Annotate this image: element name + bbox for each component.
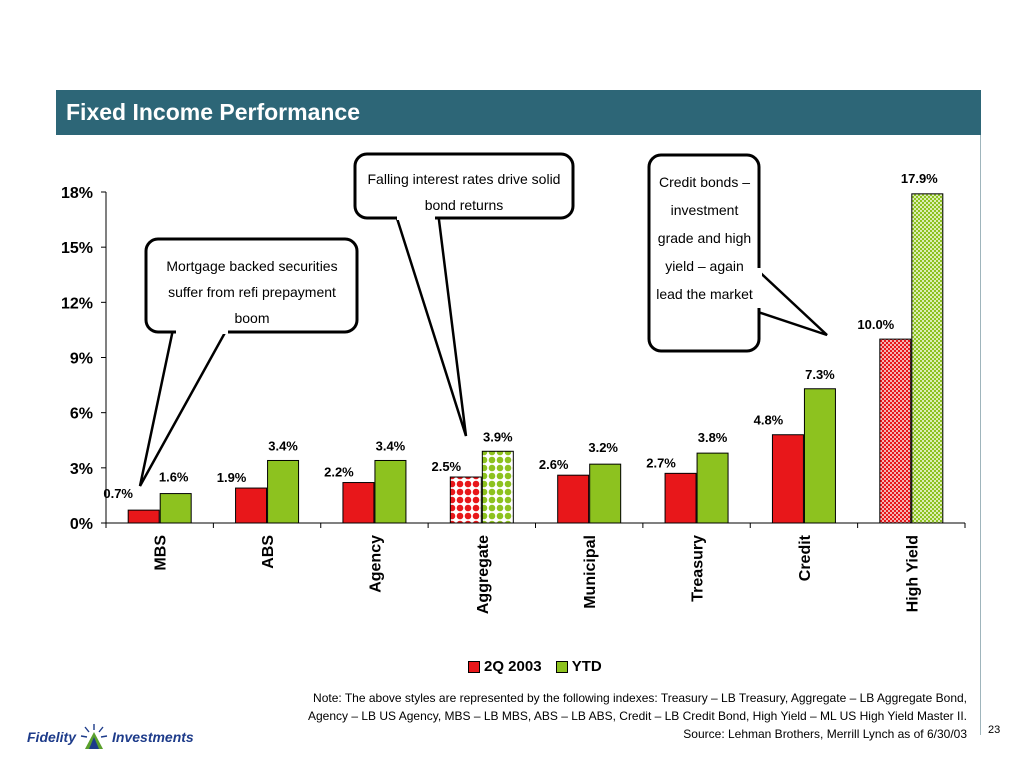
value-label-2q2003: 2.6% [539,457,569,472]
legend-item-ytd: YTD [555,658,602,675]
bar-ytd [696,452,729,524]
callout-credit [647,153,828,353]
value-label-ytd: 3.4% [376,438,406,453]
bar-ytd [803,388,836,524]
y-tick-label: 18% [61,185,93,202]
legend-label-ytd: YTD [571,658,602,675]
value-label-2q2003: 0.7% [103,486,133,501]
value-label-2q2003: 2.5% [431,459,461,474]
bar-2q2003 [342,482,375,524]
slide-title: Fixed Income Performance [66,99,360,125]
pyramid-logo-icon [80,723,109,751]
callout-mortgage-text: Mortgage backed securities suffer from r… [166,258,338,326]
logo-text-fidelity: Fidelity [27,729,77,745]
callout-falling-rates-text: Falling interest rates drive solid bond … [367,171,561,213]
legend-swatch-2q2003 [468,660,480,673]
callout-mortgage [138,237,359,487]
value-label-2q2003: 10.0% [857,317,894,332]
fidelity-logo: Fidelity Investments [27,722,194,752]
value-label-2q2003: 2.7% [646,455,676,470]
category-label: MBS [153,535,170,571]
bar-ytd [159,493,192,524]
bar-2q2003 [771,434,804,524]
category-label: Municipal [582,535,599,609]
source-line: Source: Lehman Brothers, Merrill Lynch a… [683,727,967,741]
value-label-ytd: 17.9% [901,171,938,186]
bar-ytd [267,459,300,524]
legend-label-2q2003: 2Q 2003 [484,658,542,675]
title-bar: Fixed Income Performance [56,90,981,135]
value-label-ytd: 3.9% [483,429,513,444]
value-label-ytd: 3.8% [698,430,728,445]
category-label: Aggregate [475,535,492,614]
bar-ytd [481,450,514,524]
bar-2q2003 [879,338,912,524]
value-label-ytd: 3.4% [268,438,298,453]
logo-text-investments: Investments [112,729,194,745]
y-tick-label: 12% [61,295,93,312]
callout-credit-text: Credit bonds – investment grade and high… [656,174,753,302]
footnote-line-2: Agency – LB US Agency, MBS – LB MBS, ABS… [308,709,967,723]
category-label: Treasury [690,535,707,602]
footnote-line-1: Note: The above styles are represented b… [313,691,967,705]
value-label-2q2003: 4.8% [754,413,784,428]
bar-2q2003 [235,487,268,524]
value-label-2q2003: 2.2% [324,465,354,480]
right-border-rule [980,135,981,735]
category-label: Credit [797,534,814,581]
footnote: Note: The above styles are represented b… [107,689,967,743]
y-tick-label: 15% [61,240,93,257]
bar-2q2003 [127,509,160,524]
y-tick-label: 3% [70,461,93,478]
bar-2q2003 [449,476,482,524]
y-tick-label: 0% [70,516,93,533]
value-label-ytd: 1.6% [159,470,189,485]
page-number: 23 [988,724,1001,736]
bar-ytd [911,193,944,524]
y-tick-label: 6% [70,406,93,423]
category-label: ABS [260,535,277,569]
value-label-ytd: 7.3% [805,367,835,382]
category-label: High Yield [904,535,921,612]
bar-ytd [374,459,407,524]
category-label: Agency [367,535,384,593]
bar-2q2003 [664,472,697,524]
callout-falling-rates [353,152,575,437]
value-label-ytd: 3.2% [588,440,618,455]
bar-ytd [589,463,622,524]
bar-2q2003 [557,474,590,524]
y-tick-label: 9% [70,351,93,368]
legend-item-2q2003: 2Q 2003 [468,658,542,675]
legend: 2Q 2003 YTD [468,658,612,677]
value-label-2q2003: 1.9% [217,470,247,485]
legend-swatch-ytd [555,660,568,673]
